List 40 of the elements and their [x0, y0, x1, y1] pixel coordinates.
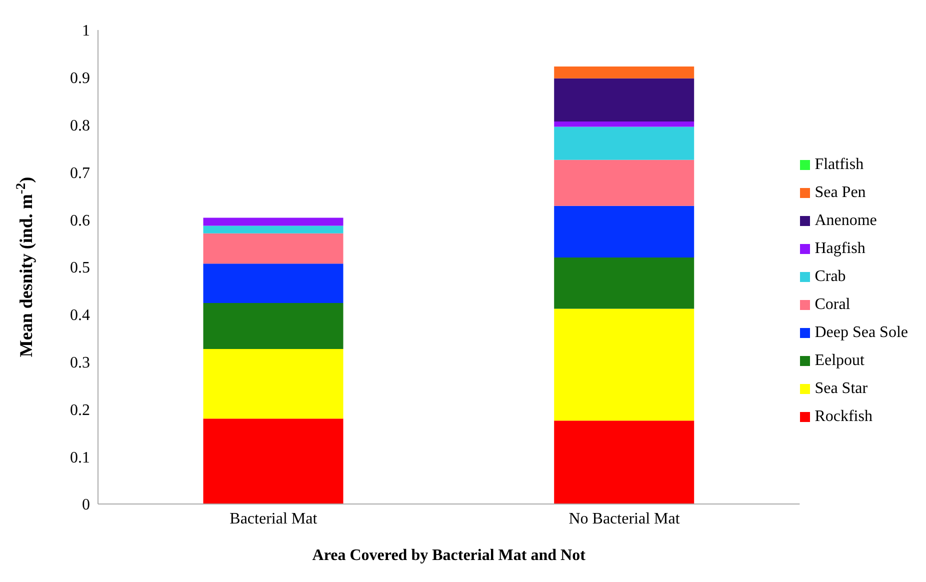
bar: [203, 349, 344, 419]
bar: [554, 126, 694, 160]
x-tick-label: Bacterial Mat: [230, 510, 318, 528]
y-tick-label: 1: [82, 22, 90, 40]
x-tick-label: No Bacterial Mat: [568, 510, 680, 528]
y-tick-label: 0.4: [70, 307, 90, 324]
y-tick-label: 0: [82, 496, 90, 514]
bar: [203, 218, 344, 226]
bar: [554, 78, 694, 122]
x-axis-title: Area Covered by Bacterial Mat and Not: [312, 547, 586, 564]
legend-label: Flatfish: [814, 156, 864, 174]
y-tick-label: 0.9: [70, 70, 90, 88]
legend-label: Sea Pen: [814, 184, 866, 202]
legend-label: Rockfish: [814, 408, 872, 426]
bar: [554, 308, 694, 421]
bar: [554, 420, 694, 504]
y-tick-label: 0.3: [70, 354, 90, 372]
bar: [203, 303, 344, 349]
legend-label: Crab: [814, 268, 846, 286]
y-tick-label: 0.6: [70, 212, 90, 230]
bar: [554, 160, 694, 206]
y-tick-label: 0.2: [70, 402, 90, 419]
bar: [203, 233, 344, 264]
legend-label: Deep Sea Sole: [814, 324, 908, 342]
y-tick-label: 0.8: [70, 117, 90, 134]
y-tick-label: 0.5: [70, 260, 90, 277]
bar: [203, 418, 344, 504]
legend-label: Eelpout: [814, 352, 864, 370]
legend-label: Sea Star: [814, 380, 868, 398]
bar: [554, 206, 694, 258]
bar: [554, 66, 694, 78]
bar: [554, 121, 694, 127]
legend-label: Hagfish: [814, 240, 866, 258]
legend-label: Anenome: [814, 212, 877, 230]
y-tick-label: 0.7: [70, 164, 90, 182]
bar: [554, 258, 694, 309]
bar: [203, 226, 344, 234]
legend-label: Coral: [814, 296, 850, 314]
bar: [203, 264, 344, 304]
y-tick-label: 0.1: [70, 449, 90, 466]
